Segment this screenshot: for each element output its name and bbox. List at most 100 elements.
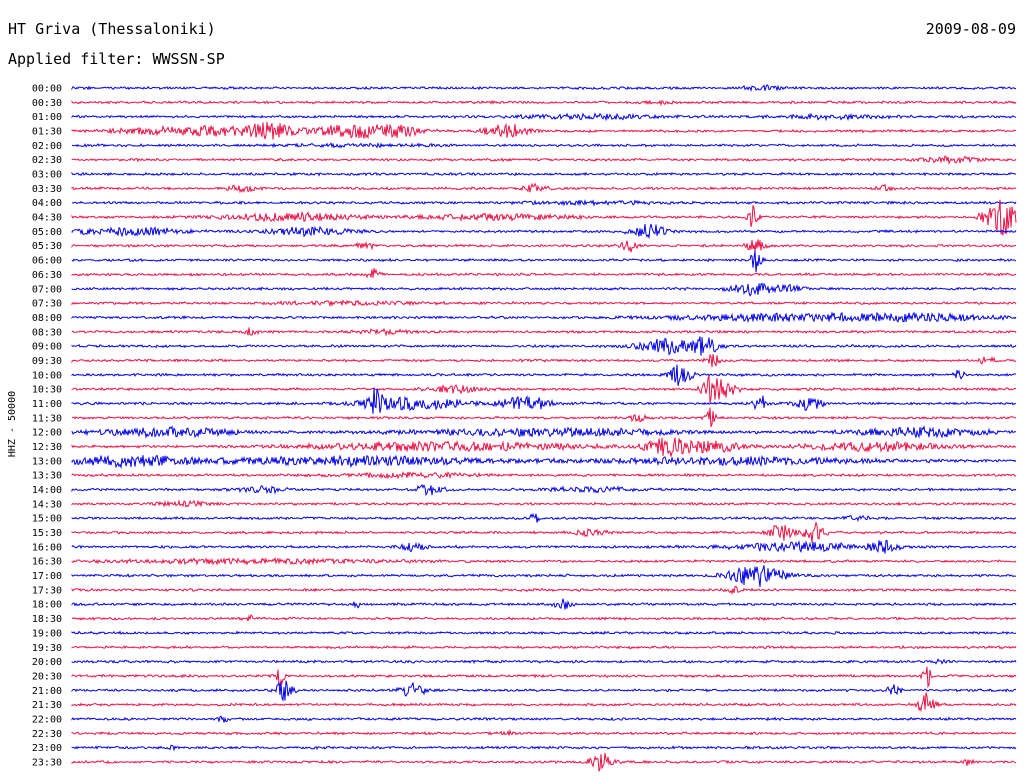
- row-time-label: 19:30: [32, 643, 62, 654]
- y-axis-label: HHZ - 50000: [7, 391, 18, 457]
- row-time-label: 16:00: [32, 542, 62, 553]
- trace-line: [71, 112, 1017, 122]
- trace-line: [71, 644, 1017, 650]
- trace-line: [71, 499, 1017, 508]
- row-time-label: 06:00: [32, 256, 62, 267]
- filter-label: Applied filter: WWSSN-SP: [8, 50, 225, 68]
- date-label: 2009-08-09: [926, 20, 1016, 38]
- trace-line: [71, 483, 1017, 497]
- row-time-label: 16:30: [32, 557, 62, 568]
- trace-line: [71, 470, 1017, 480]
- row-time-label: 06:30: [32, 270, 62, 281]
- trace-line: [71, 454, 1017, 470]
- row-time-label: 05:00: [32, 227, 62, 238]
- row-time-label: 17:30: [32, 585, 62, 596]
- row-time-label: 02:00: [32, 141, 62, 152]
- trace-line: [71, 268, 1017, 279]
- row-time-label: 14:00: [32, 485, 62, 496]
- row-time-label: 19:00: [32, 628, 62, 639]
- row-time-label: 23:30: [32, 757, 62, 768]
- trace-line: [71, 142, 1017, 149]
- row-time-label: 05:30: [32, 241, 62, 252]
- row-time-label: 09:00: [32, 342, 62, 353]
- trace-line: [71, 336, 1017, 356]
- trace-line: [71, 239, 1017, 253]
- trace-line: [71, 666, 1017, 689]
- row-time-label: 09:30: [32, 356, 62, 367]
- trace-line: [71, 311, 1017, 324]
- trace-line: [71, 375, 1017, 403]
- trace-line: [71, 171, 1017, 177]
- trace-line: [71, 99, 1017, 107]
- row-time-label: 11:30: [32, 413, 62, 424]
- row-time-label: 15:00: [32, 514, 62, 525]
- row-time-label: 14:30: [32, 499, 62, 510]
- row-time-label: 22:00: [32, 714, 62, 725]
- row-time-label: 03:00: [32, 170, 62, 181]
- trace-line: [71, 282, 1017, 297]
- row-time-label: 11:00: [32, 399, 62, 410]
- station-title: HT Griva (Thessaloniki): [8, 20, 216, 38]
- trace-line: [71, 585, 1017, 596]
- row-time-label: 18:00: [32, 600, 62, 611]
- trace-line: [71, 407, 1017, 427]
- row-time-label: 23:00: [32, 743, 62, 754]
- row-time-label: 13:00: [32, 456, 62, 467]
- row-time-label: 04:00: [32, 198, 62, 209]
- row-time-label: 07:30: [32, 299, 62, 310]
- trace-line: [71, 614, 1017, 622]
- trace-line: [71, 327, 1017, 337]
- row-time-label: 00:30: [32, 98, 62, 109]
- row-time-label: 01:30: [32, 127, 62, 138]
- trace-line: [71, 250, 1017, 273]
- row-time-label: 13:30: [32, 471, 62, 482]
- trace-line: [71, 121, 1017, 140]
- row-time-label: 10:30: [32, 385, 62, 396]
- row-time-label: 08:30: [32, 327, 62, 338]
- trace-line: [71, 728, 1017, 736]
- row-time-label: 08:00: [32, 313, 62, 324]
- trace-line: [71, 744, 1017, 752]
- row-time-label: 12:00: [32, 428, 62, 439]
- trace-line: [71, 299, 1017, 308]
- trace-line: [71, 715, 1017, 723]
- row-time-label: 04:30: [32, 213, 62, 224]
- trace-line: [71, 556, 1017, 566]
- row-time-label: 03:30: [32, 184, 62, 195]
- row-time-label: 15:30: [32, 528, 62, 539]
- trace-line: [71, 539, 1017, 554]
- row-time-label: 18:30: [32, 614, 62, 625]
- row-time-label: 01:00: [32, 112, 62, 123]
- trace-line: [71, 364, 1017, 386]
- row-time-label: 22:30: [32, 729, 62, 740]
- row-time-label: 20:30: [32, 671, 62, 682]
- trace-line: [71, 198, 1017, 207]
- trace-line: [71, 223, 1017, 240]
- row-time-label: 02:30: [32, 155, 62, 166]
- trace-line: [71, 155, 1017, 165]
- row-time-label: 21:30: [32, 700, 62, 711]
- trace-line: [71, 182, 1017, 194]
- trace-line: [71, 565, 1017, 588]
- row-time-label: 00:00: [32, 84, 62, 95]
- trace-line: [71, 630, 1017, 636]
- trace-line: [71, 199, 1017, 236]
- row-time-label: 21:00: [32, 686, 62, 697]
- row-time-label: 20:00: [32, 657, 62, 668]
- row-time-label: 07:00: [32, 284, 62, 295]
- row-time-label: 17:00: [32, 571, 62, 582]
- trace-line: [71, 520, 1017, 543]
- trace-line: [71, 680, 1017, 702]
- trace-line: [71, 752, 1017, 772]
- trace-line: [71, 692, 1017, 713]
- trace-line: [71, 353, 1017, 368]
- row-time-label: 10:00: [32, 370, 62, 381]
- trace-line: [71, 387, 1016, 414]
- trace-line: [71, 425, 1017, 439]
- row-time-label: 12:30: [32, 442, 62, 453]
- trace-line: [71, 512, 1017, 523]
- trace-rows: 00:00 00:30 01:00 01:30 02:00 02:30 03:00 03:30…: [32, 84, 1017, 772]
- trace-line: [71, 437, 1017, 457]
- trace-line: [71, 84, 1017, 92]
